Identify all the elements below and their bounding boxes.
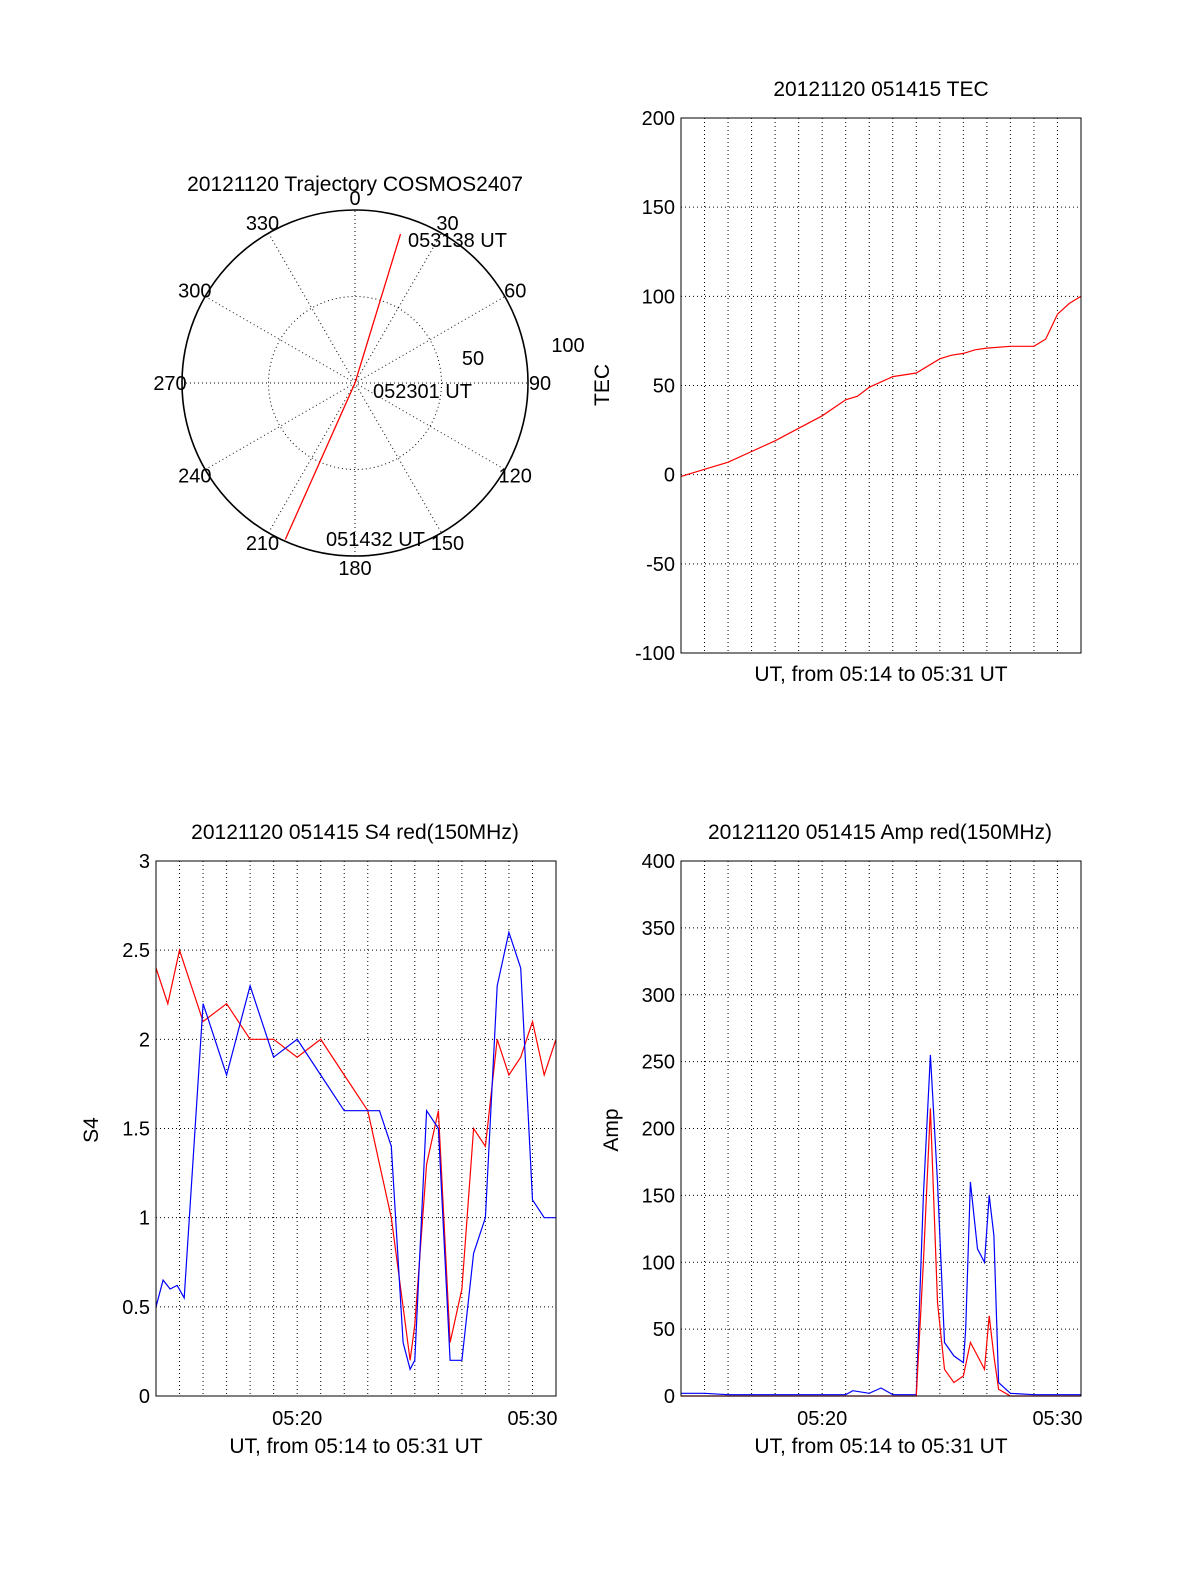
tec-y-tick-label: 200: [642, 108, 675, 130]
polar-azimuth-tick: 0: [349, 188, 360, 210]
polar-azimuth-ticks: 0 30 60 90 120 150 180 210 240 270 300 330: [153, 188, 551, 580]
tec-y-tick-label: -50: [646, 554, 675, 576]
tec-title: 20121120 051415 TEC: [773, 78, 988, 101]
polar-azimuth-tick: 330: [246, 213, 279, 235]
amp-y-axis-label: Amp: [600, 1108, 623, 1151]
s4-panel: 20121120 051415 S4 red(150MHz) 3 2.5 2 1.5 1…: [80, 821, 558, 1458]
trajectory-mid-label: 052301 UT: [373, 381, 472, 403]
amp-y-tick-label: 100: [642, 1252, 675, 1274]
amp-y-tick-label: 400: [642, 851, 675, 873]
s4-y-tick-label: 0.5: [122, 1297, 150, 1319]
amp-y-tick-label: 200: [642, 1119, 675, 1141]
tec-grid: [681, 118, 1081, 653]
amp-y-ticks: 400 350 300 250 200 150 100 50 0: [642, 851, 675, 1408]
tec-y-tick-label: 0: [664, 465, 675, 487]
amp-panel: 20121120 051415 Amp red(150MHz) 400 350 30…: [600, 821, 1083, 1458]
amp-x-tick-label: 05:30: [1032, 1408, 1082, 1430]
amp-x-tick-label: 05:20: [797, 1408, 847, 1430]
polar-azimuth-tick: 210: [246, 533, 279, 555]
s4-y-tick-label: 1.5: [122, 1119, 150, 1141]
polar-azimuth-tick: 60: [504, 281, 526, 303]
amp-x-ticks: 05:20 05:30: [797, 1408, 1082, 1430]
amp-y-tick-label: 150: [642, 1185, 675, 1207]
polar-azimuth-tick: 150: [431, 533, 464, 555]
amp-y-tick-label: 0: [664, 1386, 675, 1408]
amp-x-axis-label: UT, from 05:14 to 05:31 UT: [754, 1435, 1007, 1458]
polar-azimuth-tick: 180: [338, 558, 371, 580]
polar-azimuth-tick: 30: [436, 213, 458, 235]
s4-y-axis-label: S4: [80, 1117, 103, 1143]
polar-azimuth-tick: 90: [529, 373, 551, 395]
s4-x-axis-label: UT, from 05:14 to 05:31 UT: [229, 1435, 482, 1458]
amp-series-blue: [681, 1054, 1081, 1396]
s4-plot-frame: [155, 860, 557, 1397]
s4-series-red: [155, 947, 557, 1361]
polar-inner-circle: [268, 296, 442, 470]
amp-y-tick-label: 300: [642, 985, 675, 1007]
tec-y-tick-label: 150: [642, 197, 675, 219]
amp-y-tick-label: 350: [642, 918, 675, 940]
amp-y-tick-label: 250: [642, 1052, 675, 1074]
s4-y-tick-label: 1: [139, 1208, 150, 1230]
s4-y-tick-label: 2: [139, 1029, 150, 1051]
trajectory-title: 20121120 Trajectory COSMOS2407: [187, 173, 523, 196]
amp-y-tick-label: 50: [653, 1319, 675, 1341]
polar-azimuth-tick: 240: [178, 466, 211, 488]
polar-azimuth-tick: 120: [499, 466, 532, 488]
s4-y-tick-label: 3: [139, 851, 150, 873]
tec-y-ticks: 200 150 100 50 0 -50 -100: [635, 108, 675, 665]
tec-y-tick-label: 100: [642, 286, 675, 308]
trajectory-line: [284, 233, 402, 540]
tec-plot-frame: [680, 117, 1082, 654]
polar-azimuth-tick: 270: [153, 373, 186, 395]
amp-plot-frame: [680, 860, 1082, 1397]
s4-x-tick-label: 05:20: [272, 1408, 322, 1430]
amp-title: 20121120 051415 Amp red(150MHz): [708, 821, 1052, 844]
polar-ring-label-100: 100: [551, 335, 584, 357]
tec-panel: 20121120 051415 TEC 200150100500-50-100 …: [591, 78, 1082, 686]
amp-grid: [681, 861, 1081, 1396]
tec-y-axis-label: TEC: [591, 364, 614, 406]
polar-azimuth-tick: 300: [178, 281, 211, 303]
s4-title: 20121120 051415 S4 red(150MHz): [191, 821, 519, 844]
polar-ring-label-50: 50: [462, 348, 484, 370]
amp-series-red: [681, 1108, 1081, 1397]
s4-x-ticks: 05:20 05:30: [272, 1408, 557, 1430]
s4-grid: [156, 861, 556, 1396]
s4-y-tick-label: 2.5: [122, 940, 150, 962]
s4-y-tick-label: 0: [139, 1386, 150, 1408]
trajectory-start-label: 051432 UT: [326, 529, 425, 551]
tec-x-axis-label: UT, from 05:14 to 05:31 UT: [754, 663, 1007, 686]
s4-series-blue: [155, 930, 556, 1371]
tec-y-tick-label: 50: [653, 376, 675, 398]
s4-y-ticks: 3 2.5 2 1.5 1 0.5 0: [122, 851, 150, 1408]
tec-series-line: [680, 295, 1082, 477]
trajectory-end-label: 053138 UT: [408, 230, 507, 252]
trajectory-panel: 20121120 Trajectory COSMOS2407 0 30 60 90 12…: [153, 173, 584, 580]
tec-y-tick-label: -100: [635, 643, 675, 665]
s4-x-tick-label: 05:30: [507, 1408, 557, 1430]
